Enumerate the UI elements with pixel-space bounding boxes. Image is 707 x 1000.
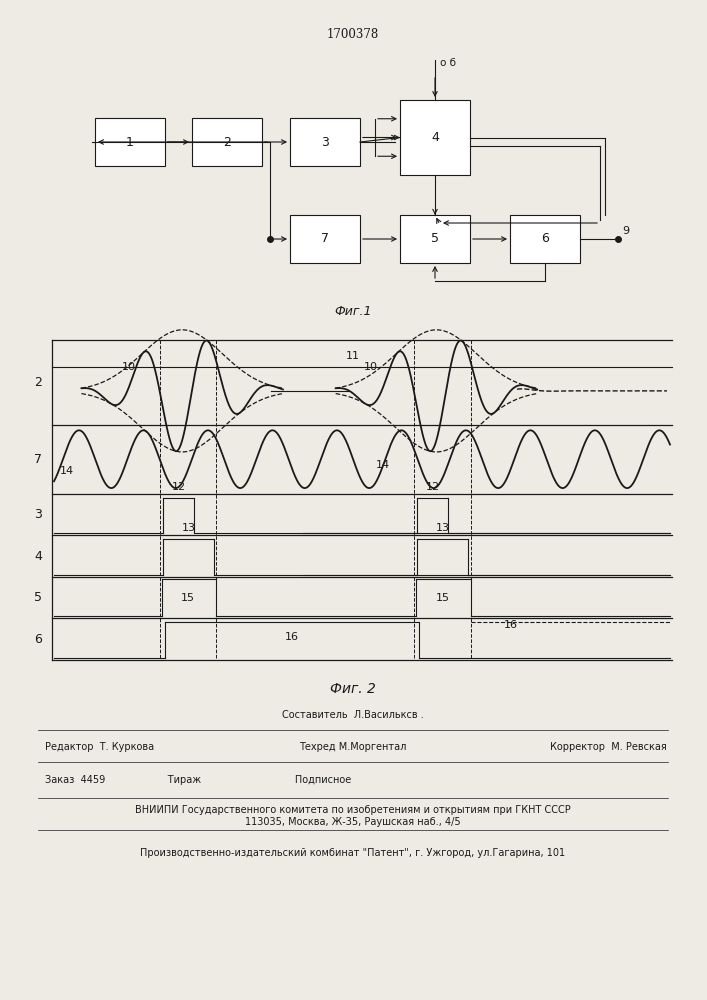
Text: 14: 14 bbox=[376, 460, 390, 470]
Text: 10: 10 bbox=[122, 362, 136, 372]
Text: 12: 12 bbox=[426, 482, 440, 492]
Text: ВНИИПИ Государственного комитета по изобретениям и открытиям при ГКНТ СССР: ВНИИПИ Государственного комитета по изоб… bbox=[135, 805, 571, 815]
Bar bbox=[510, 215, 580, 263]
Text: 6: 6 bbox=[34, 633, 42, 646]
Text: 1: 1 bbox=[126, 135, 134, 148]
Text: Редактор  Т. Куркова: Редактор Т. Куркова bbox=[45, 742, 154, 752]
Text: 7: 7 bbox=[34, 453, 42, 466]
Text: 16: 16 bbox=[503, 620, 518, 630]
Text: 1700378: 1700378 bbox=[327, 28, 379, 41]
Text: 4: 4 bbox=[431, 131, 439, 144]
Text: о б: о б bbox=[440, 58, 456, 68]
Text: 2: 2 bbox=[223, 135, 231, 148]
Text: 11: 11 bbox=[346, 351, 360, 361]
Bar bbox=[400, 100, 470, 175]
Text: 15: 15 bbox=[181, 593, 195, 603]
Text: Техред М.Моргентал: Техред М.Моргентал bbox=[299, 742, 407, 752]
Text: 13: 13 bbox=[436, 523, 450, 533]
Text: Фиг.1: Фиг.1 bbox=[334, 305, 372, 318]
Text: 14: 14 bbox=[60, 466, 74, 476]
Bar bbox=[192, 118, 262, 166]
Text: Заказ  4459                    Тираж                              Подписное: Заказ 4459 Тираж Подписное bbox=[45, 775, 351, 785]
Bar bbox=[95, 118, 165, 166]
Text: 3: 3 bbox=[321, 135, 329, 148]
Text: 5: 5 bbox=[431, 232, 439, 245]
Text: 7: 7 bbox=[321, 232, 329, 245]
Text: 13: 13 bbox=[182, 523, 195, 533]
Text: 9: 9 bbox=[622, 226, 629, 236]
Text: 6: 6 bbox=[541, 232, 549, 245]
Bar bbox=[290, 118, 360, 166]
Bar bbox=[400, 215, 470, 263]
Text: 113035, Москва, Ж-35, Раушская наб., 4/5: 113035, Москва, Ж-35, Раушская наб., 4/5 bbox=[245, 817, 461, 827]
Text: 5: 5 bbox=[34, 591, 42, 604]
Text: Составитель  Л.Васильксв .: Составитель Л.Васильксв . bbox=[282, 710, 424, 720]
Text: Корректор  М. Ревская: Корректор М. Ревская bbox=[550, 742, 667, 752]
Bar bbox=[290, 215, 360, 263]
Text: 16: 16 bbox=[285, 632, 299, 642]
Text: 2: 2 bbox=[34, 376, 42, 389]
Text: 10: 10 bbox=[364, 362, 378, 372]
Text: 4: 4 bbox=[34, 550, 42, 562]
Text: Производственно-издательский комбинат "Патент", г. Ужгород, ул.Гагарина, 101: Производственно-издательский комбинат "П… bbox=[141, 848, 566, 858]
Text: 12: 12 bbox=[172, 482, 186, 492]
Text: Фиг. 2: Фиг. 2 bbox=[330, 682, 376, 696]
Text: 15: 15 bbox=[436, 593, 450, 603]
Text: 3: 3 bbox=[34, 508, 42, 521]
